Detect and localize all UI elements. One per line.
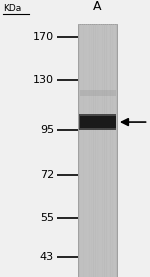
Bar	[78, 24, 117, 277]
Bar	[80, 90, 116, 96]
Text: 170: 170	[33, 32, 54, 42]
Text: 43: 43	[40, 252, 54, 262]
Bar	[79, 114, 116, 130]
Text: 95: 95	[40, 125, 54, 135]
Text: KDa: KDa	[3, 4, 21, 13]
Text: A: A	[93, 0, 102, 13]
Text: 55: 55	[40, 213, 54, 223]
Text: 72: 72	[40, 170, 54, 180]
Text: 130: 130	[33, 75, 54, 85]
Bar	[80, 116, 116, 128]
